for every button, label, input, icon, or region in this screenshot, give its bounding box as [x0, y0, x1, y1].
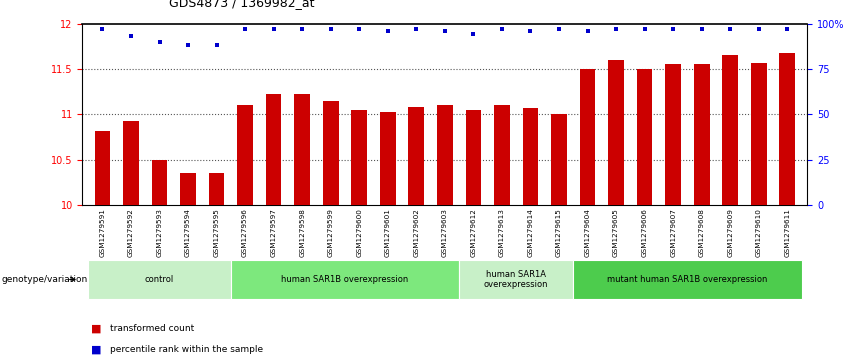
Point	[780, 26, 794, 32]
Bar	[231, 260, 459, 299]
Text: GSM1279597: GSM1279597	[271, 208, 277, 257]
Text: GSM1279613: GSM1279613	[499, 208, 505, 257]
Bar	[437, 105, 453, 205]
Bar	[551, 114, 567, 205]
Text: ■: ■	[91, 323, 102, 334]
Text: GSM1279612: GSM1279612	[470, 208, 477, 257]
Bar	[380, 112, 396, 205]
Point	[694, 26, 708, 32]
Text: GSM1279605: GSM1279605	[613, 208, 619, 257]
Point	[266, 26, 280, 32]
Text: GSM1279607: GSM1279607	[670, 208, 676, 257]
Point	[295, 26, 309, 32]
Point	[437, 28, 451, 34]
Text: GSM1279614: GSM1279614	[528, 208, 534, 257]
Text: GSM1279610: GSM1279610	[756, 208, 762, 257]
Point	[552, 26, 566, 32]
Text: GSM1279609: GSM1279609	[727, 208, 733, 257]
Bar	[779, 53, 795, 205]
Text: GDS4873 / 1369982_at: GDS4873 / 1369982_at	[169, 0, 315, 9]
Text: GSM1279598: GSM1279598	[299, 208, 306, 257]
Text: percentile rank within the sample: percentile rank within the sample	[110, 345, 263, 354]
Bar	[95, 131, 110, 205]
Text: transformed count: transformed count	[110, 324, 194, 333]
Bar	[123, 121, 139, 205]
Text: GSM1279594: GSM1279594	[185, 208, 191, 257]
Text: GSM1279611: GSM1279611	[785, 208, 790, 257]
Point	[238, 26, 252, 32]
Point	[638, 26, 652, 32]
Bar	[580, 69, 595, 205]
Bar	[523, 108, 538, 205]
Bar	[294, 94, 310, 205]
Text: GSM1279593: GSM1279593	[156, 208, 162, 257]
Text: GSM1279603: GSM1279603	[442, 208, 448, 257]
Bar	[637, 69, 653, 205]
Bar	[266, 94, 281, 205]
Bar	[751, 62, 766, 205]
Text: GSM1279599: GSM1279599	[328, 208, 333, 257]
Text: GSM1279604: GSM1279604	[584, 208, 590, 257]
Text: GSM1279615: GSM1279615	[556, 208, 562, 257]
Point	[581, 28, 595, 34]
Text: GSM1279596: GSM1279596	[242, 208, 248, 257]
Point	[495, 26, 509, 32]
Bar	[409, 107, 424, 205]
Bar	[722, 55, 738, 205]
Text: GSM1279595: GSM1279595	[214, 208, 220, 257]
Bar	[237, 105, 253, 205]
Text: GSM1279606: GSM1279606	[641, 208, 648, 257]
Text: GSM1279592: GSM1279592	[128, 208, 134, 257]
Bar	[665, 64, 681, 205]
Text: ■: ■	[91, 344, 102, 354]
Point	[95, 26, 109, 32]
Bar	[323, 101, 339, 205]
Bar	[181, 174, 196, 205]
Point	[723, 26, 737, 32]
Bar	[694, 64, 709, 205]
Point	[324, 26, 338, 32]
Text: human SAR1A
overexpression: human SAR1A overexpression	[484, 270, 549, 289]
Point	[523, 28, 537, 34]
Point	[410, 26, 424, 32]
Text: GSM1279591: GSM1279591	[100, 208, 105, 257]
Bar	[208, 174, 225, 205]
Bar	[89, 260, 231, 299]
Point	[181, 42, 195, 48]
Bar	[352, 110, 367, 205]
Bar	[152, 160, 168, 205]
Text: GSM1279602: GSM1279602	[413, 208, 419, 257]
Point	[752, 26, 766, 32]
Text: genotype/variation: genotype/variation	[2, 275, 88, 284]
Point	[352, 26, 366, 32]
Bar	[494, 105, 510, 205]
Point	[666, 26, 680, 32]
Point	[381, 28, 395, 34]
Point	[210, 42, 224, 48]
Text: control: control	[145, 275, 174, 284]
Bar	[608, 60, 624, 205]
Text: human SAR1B overexpression: human SAR1B overexpression	[281, 275, 409, 284]
Text: GSM1279601: GSM1279601	[385, 208, 391, 257]
Bar	[459, 260, 573, 299]
Text: GSM1279608: GSM1279608	[699, 208, 705, 257]
Point	[153, 39, 167, 45]
Point	[609, 26, 623, 32]
Bar	[573, 260, 801, 299]
Point	[466, 32, 480, 37]
Text: mutant human SAR1B overexpression: mutant human SAR1B overexpression	[608, 275, 767, 284]
Text: GSM1279600: GSM1279600	[356, 208, 362, 257]
Point	[124, 33, 138, 39]
Bar	[465, 110, 481, 205]
